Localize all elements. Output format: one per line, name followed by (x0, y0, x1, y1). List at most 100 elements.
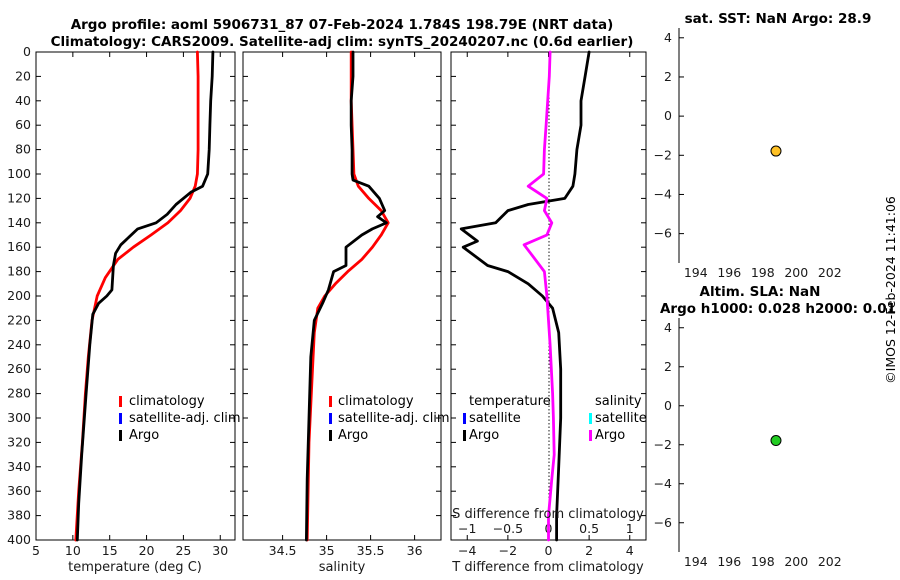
difference-profile-panel: −4 −2 0 2 4−1 −0.5 0 0.5 1 T difference from cli… (450, 50, 647, 575)
legend-label-climatology: climatology (129, 394, 205, 409)
salinity-profile-panel: 34.5 35 35.5 36 salinity climatology satell… (242, 50, 450, 575)
sla-title: Altim. SLA: NaN (700, 284, 821, 300)
x-tick-label: −4 (458, 543, 476, 558)
x-tick-label: 196 (717, 265, 741, 280)
y-tick-label: 140 (7, 215, 31, 230)
y-tick-label: 240 (7, 337, 31, 352)
x-tick-label: 25 (175, 543, 191, 558)
y-tick-label: 0 (23, 44, 31, 59)
sst-title: sat. SST: NaN Argo: 28.9 (685, 11, 872, 27)
y-tick-label: 0 (664, 398, 672, 413)
x-tick-label: 198 (751, 265, 775, 280)
legend-swatch-t-satellite (463, 413, 466, 424)
difference-legend: temperature satellite Argo salinity sate… (463, 394, 647, 443)
temperature-legend: climatology satellite-adj. clim Argo (119, 394, 241, 443)
y-tick-label: 4 (664, 320, 672, 335)
legend-label-satellite: satellite-adj. clim (129, 411, 241, 426)
y-tick-label: −2 (654, 147, 672, 162)
x-tick-label: 198 (751, 554, 775, 569)
s-difference-xlabel: S difference from climatology (452, 507, 644, 522)
y-tick-label: −4 (654, 476, 672, 491)
y-tick-label: 100 (7, 166, 31, 181)
salinity-xlabel: salinity (319, 560, 366, 575)
legend-title-temperature: temperature (469, 394, 551, 409)
x-tick-label: 0 (545, 543, 553, 558)
legend-swatch-argo (119, 430, 122, 441)
x-tick-label: 2 (585, 543, 593, 558)
y-tick-label: 20 (15, 68, 31, 83)
y-tick-label: 4 (664, 30, 672, 45)
y-tick-label: 2 (664, 359, 672, 374)
y-tick-label: 120 (7, 190, 31, 205)
y-tick-label: 40 (15, 93, 31, 108)
x2-tick-label: −0.5 (493, 521, 523, 536)
legend-label-satellite: satellite-adj. clim (338, 411, 450, 426)
y-tick-label: 200 (7, 288, 31, 303)
y-tick-label: 80 (15, 142, 31, 157)
data-point (770, 145, 782, 157)
temperature-profile-panel: 5 10 15 20 25 3002040608010012014016018020022… (7, 44, 240, 575)
legend-label-t-argo: Argo (469, 428, 499, 443)
y-tick-label: 340 (7, 459, 31, 474)
title-line-2: Climatology: CARS2009. Satellite-adj cli… (51, 34, 634, 50)
legend-label-t-satellite: satellite (469, 411, 521, 426)
x-tick-label: 36 (407, 543, 423, 558)
legend-swatch-climatology (119, 396, 122, 407)
y-tick-label: 400 (7, 532, 31, 547)
data-point (770, 435, 782, 447)
x-tick-label: 35.5 (357, 543, 385, 558)
x-tick-label: 5 (32, 543, 40, 558)
y-tick-label: 320 (7, 434, 31, 449)
legend-swatch-s-argo (589, 430, 592, 441)
t-difference-xlabel: T difference from climatology (451, 560, 644, 575)
y-tick-label: −2 (654, 437, 672, 452)
sst-panel: sat. SST: NaN Argo: 28.9 4 2 0 −2 −4 −6 194 196… (654, 11, 872, 280)
series-line-salinity-argo (522, 50, 556, 542)
x-tick-label: 35 (319, 543, 335, 558)
y-tick-label: 0 (664, 108, 672, 123)
sla-subtitle: Argo h1000: 0.028 h2000: 0.01 (660, 301, 896, 317)
legend-swatch-t-argo (463, 430, 466, 441)
x-tick-label: 194 (684, 265, 708, 280)
temperature-xlabel: temperature (deg C) (68, 560, 202, 575)
sla-panel: Altim. SLA: NaN Argo h1000: 0.028 h2000:… (654, 284, 896, 569)
x-tick-label: 30 (212, 543, 228, 558)
y-tick-label: −4 (654, 186, 672, 201)
x-tick-label: 34.5 (269, 543, 297, 558)
x-tick-label: 194 (684, 554, 708, 569)
legend-swatch-satellite (119, 413, 122, 424)
x-tick-label: 196 (717, 554, 741, 569)
x2-tick-label: −1 (458, 521, 476, 536)
legend-swatch-s-satellite (589, 413, 592, 424)
x-tick-label: 200 (784, 265, 808, 280)
series-line-argo (304, 50, 388, 542)
salinity-legend: climatology satellite-adj. clim Argo (329, 394, 450, 443)
y-tick-label: 220 (7, 312, 31, 327)
legend-label-s-satellite: satellite (595, 411, 647, 426)
x-tick-label: 15 (102, 543, 118, 558)
series-line-climatology (305, 50, 390, 542)
x-tick-label: 200 (784, 554, 808, 569)
series-line-argo (75, 50, 215, 542)
legend-swatch-argo (329, 430, 332, 441)
x2-tick-label: 1 (626, 521, 634, 536)
legend-label-argo: Argo (338, 428, 368, 443)
x-tick-label: 4 (626, 543, 634, 558)
y-tick-label: 260 (7, 361, 31, 376)
y-tick-label: −6 (654, 515, 672, 530)
y-tick-label: 360 (7, 483, 31, 498)
y-tick-label: 380 (7, 508, 31, 523)
title-line-1: Argo profile: aoml 5906731_87 07-Feb-202… (71, 17, 614, 33)
legend-swatch-climatology (329, 396, 332, 407)
legend-label-climatology: climatology (338, 394, 414, 409)
legend-swatch-satellite (329, 413, 332, 424)
y-tick-label: 2 (664, 69, 672, 84)
x-tick-label: 20 (139, 543, 155, 558)
imos-timestamp-watermark: ©IMOS 12-Feb-2024 11:41:06 (883, 196, 898, 384)
y-tick-label: 280 (7, 386, 31, 401)
series-line-climatology (74, 50, 200, 542)
x-tick-label: 202 (818, 265, 842, 280)
legend-label-argo: Argo (129, 428, 159, 443)
x-tick-label: −2 (499, 543, 517, 558)
